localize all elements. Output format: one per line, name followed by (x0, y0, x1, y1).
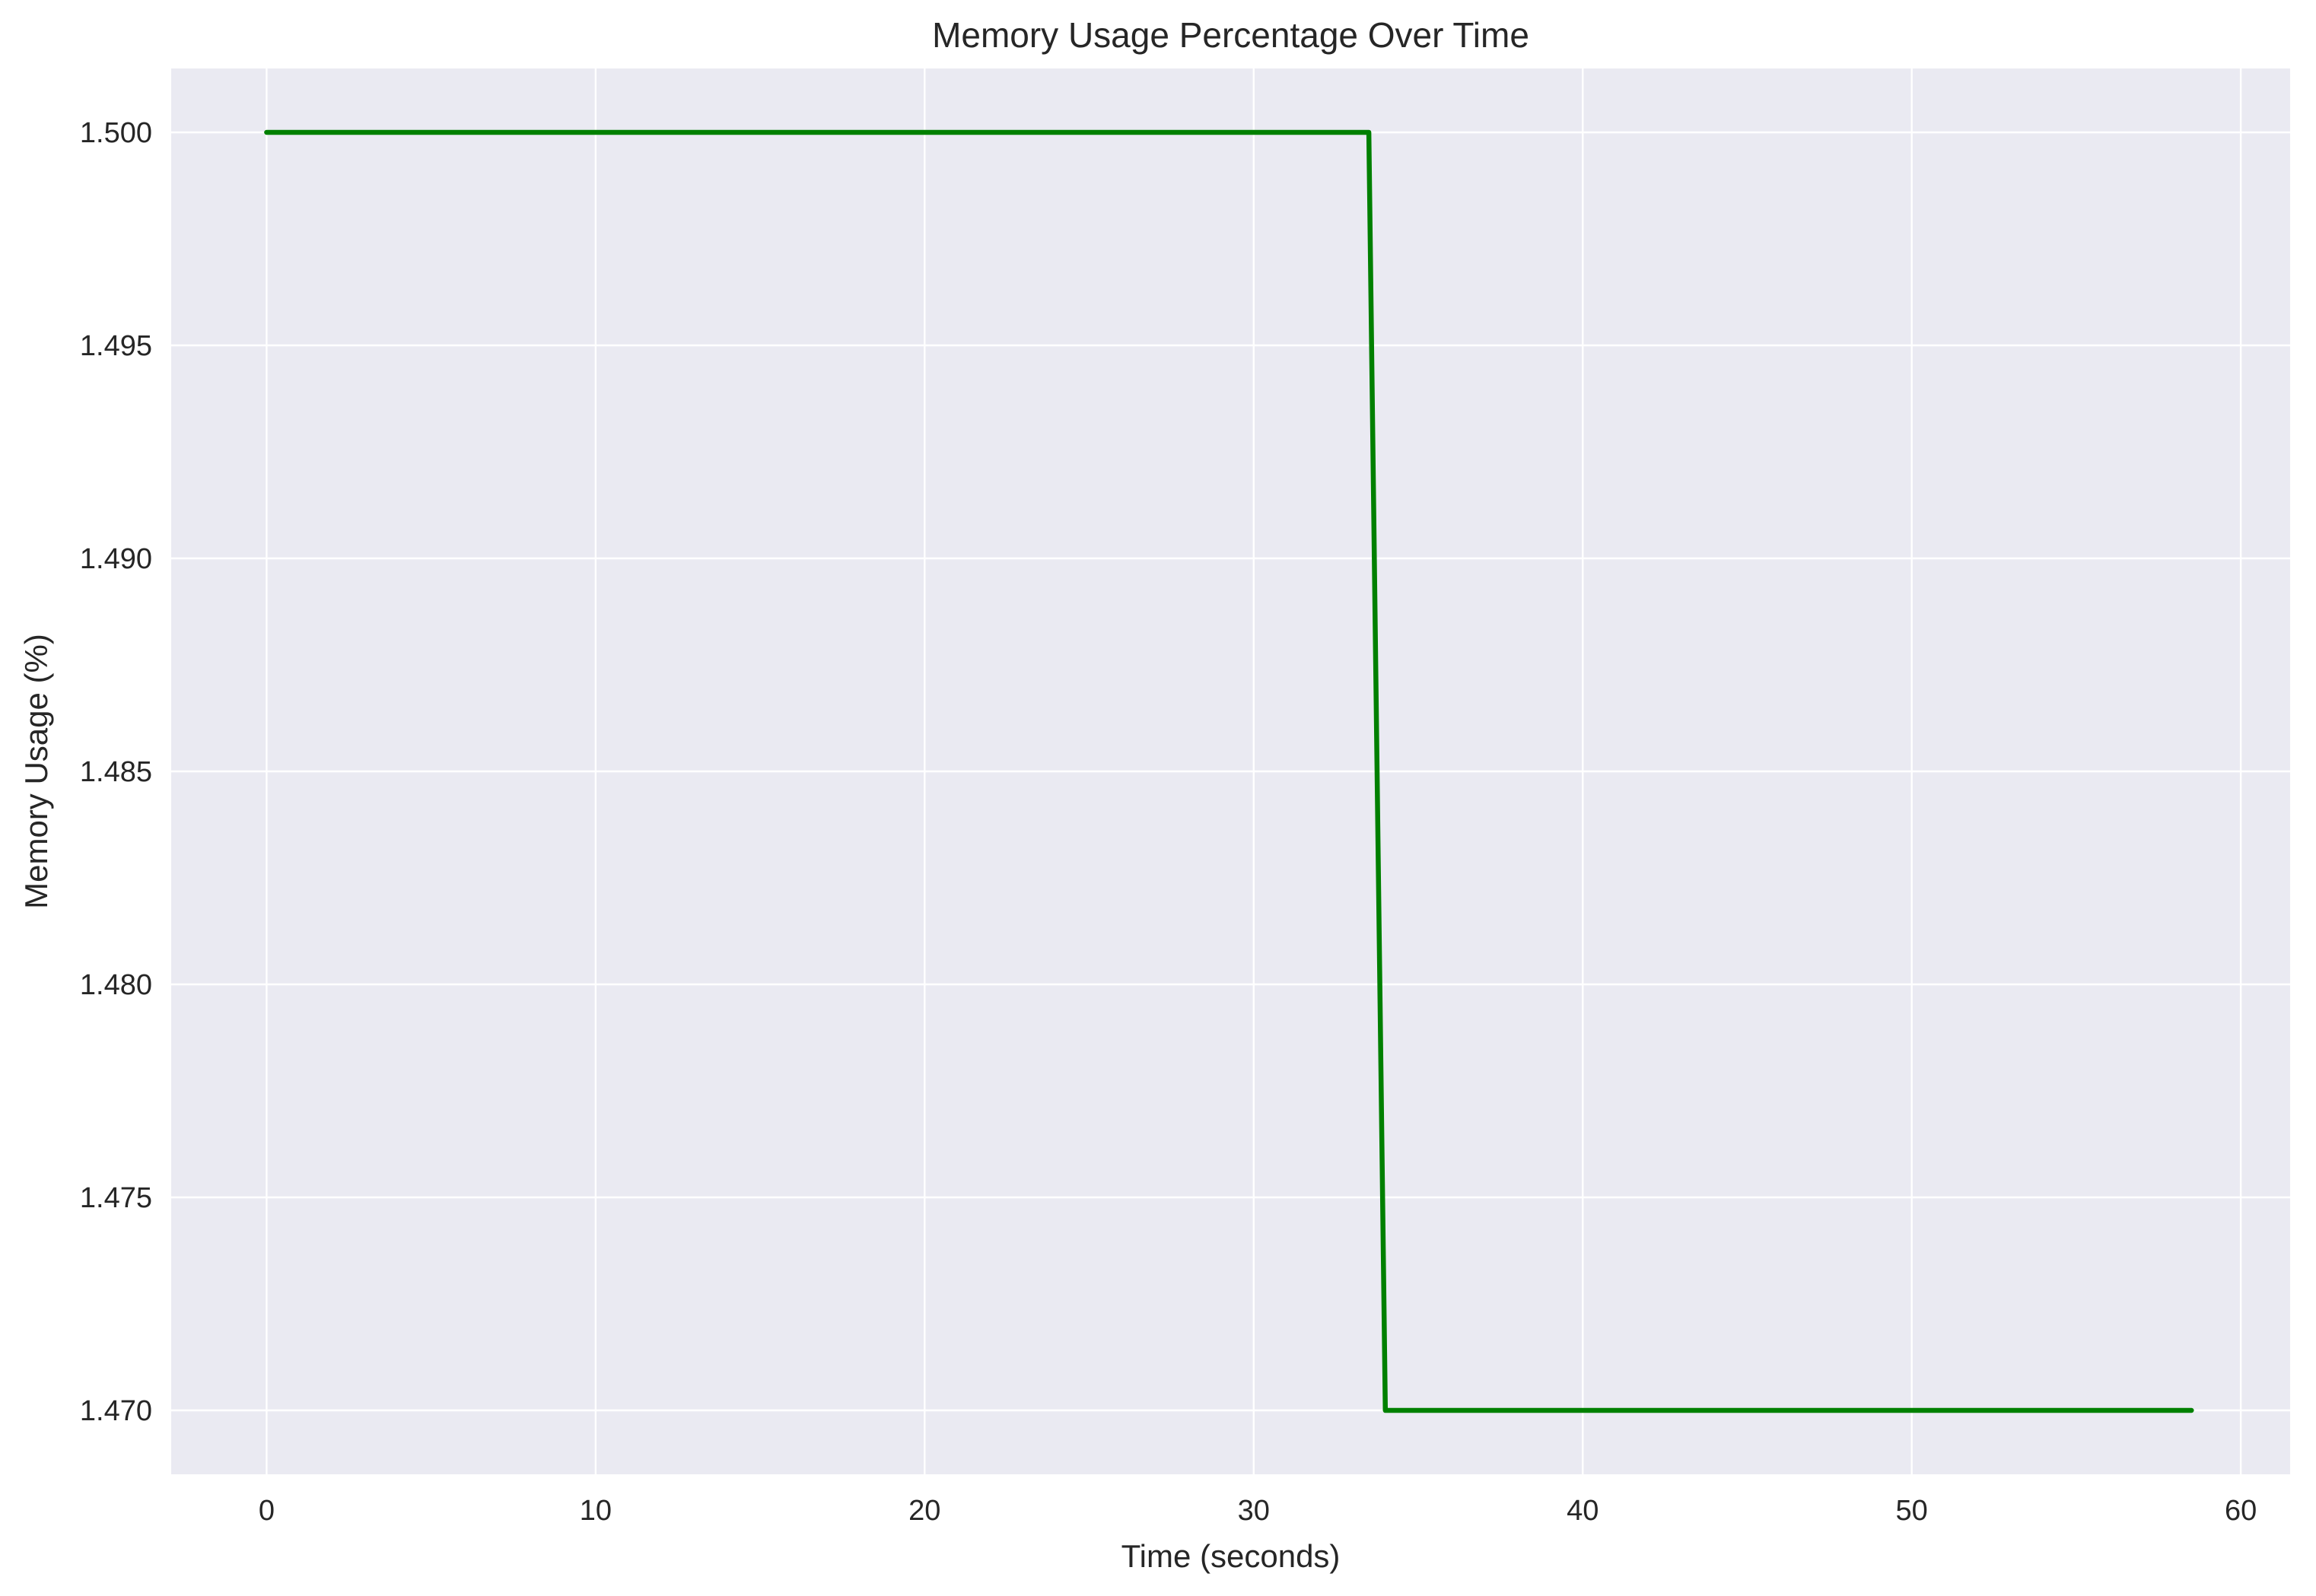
y-tick-label: 1.485 (80, 756, 152, 788)
x-tick-label: 20 (908, 1495, 940, 1527)
y-tick-label: 1.490 (80, 543, 152, 575)
series-layer (264, 129, 2194, 1413)
x-tick-label: 60 (2225, 1495, 2257, 1527)
y-tick-labels: 1.470 1.475 1.480 1.485 1.490 1.495 1.500 (80, 117, 152, 1427)
y-tick-label: 1.475 (80, 1182, 152, 1214)
y-tick-label: 1.480 (80, 969, 152, 1001)
series-line-0 (264, 129, 2194, 1413)
x-tick-label: 50 (1896, 1495, 1928, 1527)
x-axis-label: Time (seconds) (1121, 1538, 1341, 1574)
chart-title: Memory Usage Percentage Over Time (932, 15, 1529, 55)
x-tick-labels: 0 10 20 30 40 50 60 (259, 1495, 2257, 1527)
x-tick-label: 40 (1567, 1495, 1599, 1527)
y-tick-label: 1.470 (80, 1395, 152, 1427)
x-tick-label: 30 (1238, 1495, 1270, 1527)
x-tick-label: 0 (259, 1495, 275, 1527)
y-tick-label: 1.495 (80, 330, 152, 362)
x-tick-label: 10 (580, 1495, 612, 1527)
y-tick-label: 1.500 (80, 117, 152, 149)
y-axis-label: Memory Usage (%) (18, 634, 54, 909)
